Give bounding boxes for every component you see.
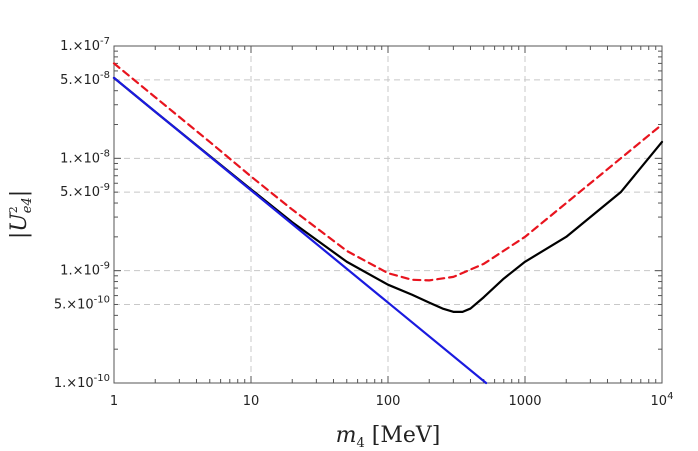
y-tick-label: 5.×10-9 [60, 182, 110, 200]
series-line-1 [112, 62, 664, 282]
y-tick-label: 5.×10-10 [54, 294, 110, 312]
series-line-3 [112, 76, 488, 385]
y-tick-label: 1.×10-7 [60, 36, 110, 54]
y-tick-label: 1.×10-10 [54, 373, 110, 391]
y-axis-label: |U2e4| [7, 190, 35, 239]
y-tick-label: 5.×10-8 [60, 70, 110, 88]
y-tick-label: 1.×10-9 [60, 261, 110, 279]
x-tick-label: 104 [651, 391, 674, 409]
x-tick-label: 1000 [508, 394, 541, 409]
y-tick-label: 1.×10-8 [60, 148, 110, 166]
x-tick-label: 1 [110, 394, 118, 409]
x-axis-label: m4 [MeV] [336, 423, 441, 451]
x-tick-label: 100 [376, 394, 401, 409]
x-tick-label: 10 [243, 394, 260, 409]
